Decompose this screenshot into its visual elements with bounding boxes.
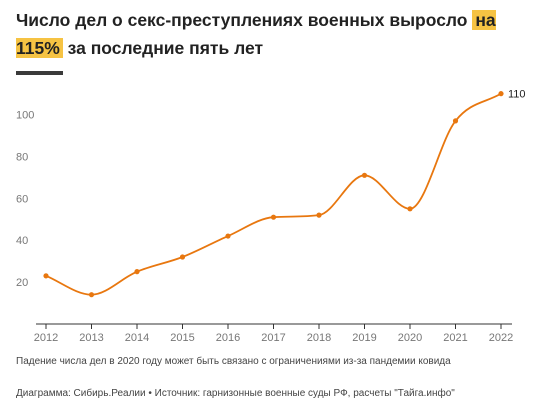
x-tick-label: 2022 (489, 332, 513, 344)
x-tick-label: 2019 (352, 332, 376, 344)
data-point (407, 206, 413, 212)
x-tick-label: 2016 (216, 332, 240, 344)
end-value-label: 110 (508, 89, 526, 101)
x-tick-label: 2020 (398, 332, 422, 344)
data-point (270, 214, 277, 220)
data-point (179, 254, 186, 260)
y-tick-label: 60 (16, 193, 28, 205)
x-tick-label: 2012 (34, 332, 58, 344)
chart-title: Число дел о секс-преступлениях военных в… (16, 6, 526, 62)
data-point (316, 212, 322, 218)
y-tick-label: 40 (16, 235, 28, 247)
title-underline (16, 71, 63, 75)
data-point (88, 292, 95, 298)
chart-plot: 110 (43, 89, 526, 298)
x-tick-label: 2013 (79, 332, 103, 344)
series-line (45, 92, 502, 296)
chart-source: Диаграмма: Сибирь.Реалии • Источник: гар… (16, 388, 455, 399)
x-tick-label: 2018 (307, 332, 331, 344)
data-point (43, 273, 49, 279)
x-tick-label: 2014 (125, 332, 149, 344)
title-text-start: Число дел о секс-преступлениях военных в… (16, 10, 473, 30)
chart-axes: 20 40 60 80 100 2012 2013 2014 2015 2016 2017 2018 2… (16, 110, 513, 344)
data-point (361, 172, 368, 178)
y-tick-label: 80 (16, 151, 28, 163)
y-tick-label: 20 (16, 277, 28, 289)
data-point (225, 233, 231, 239)
x-tick-label: 2015 (170, 332, 194, 344)
x-tick-label: 2017 (261, 332, 285, 344)
data-point (134, 269, 140, 275)
data-point (498, 91, 504, 97)
x-tick-label: 2021 (443, 332, 467, 344)
y-tick-label: 100 (16, 110, 34, 122)
title-text-end: за последние пять лет (62, 38, 264, 58)
chart-note: Падение числа дел в 2020 году может быть… (16, 356, 451, 367)
data-point (452, 118, 459, 124)
